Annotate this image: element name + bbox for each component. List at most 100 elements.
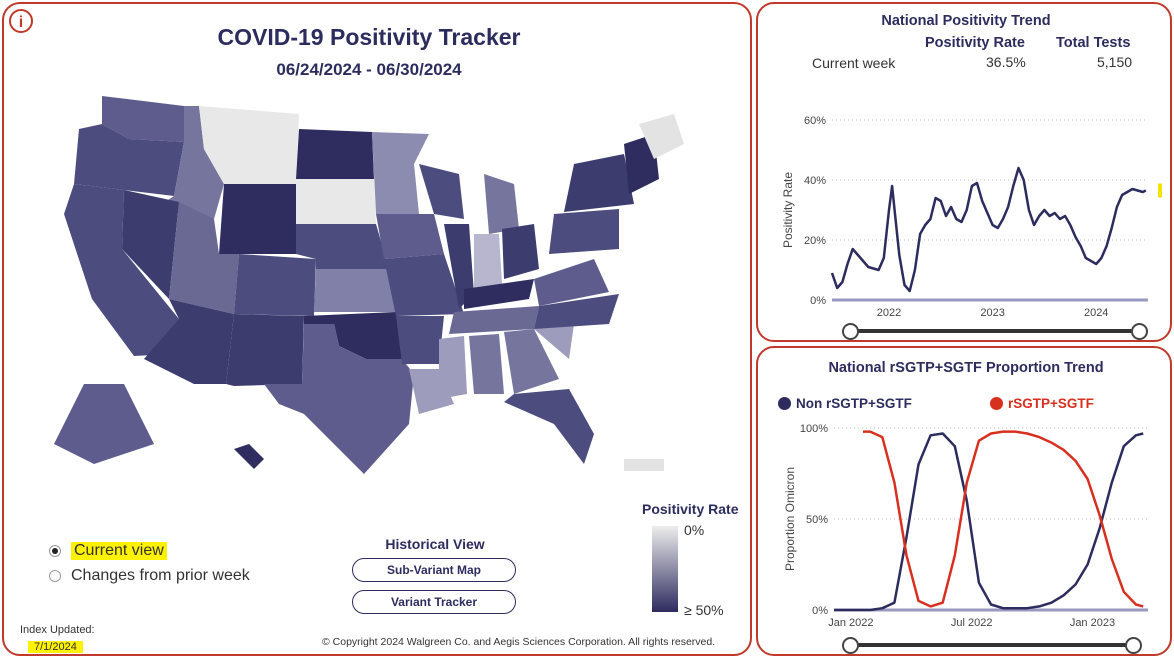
series-line-0: [830, 166, 1147, 293]
sub-variant-map-button[interactable]: Sub-Variant Map: [352, 558, 516, 582]
map-state-north-carolina: [534, 294, 619, 329]
map-state-north-dakota: [296, 129, 374, 179]
map-state-florida: [504, 389, 594, 464]
current-value-marker: [1158, 183, 1162, 198]
y-tick-label: 50%: [806, 514, 828, 526]
y-axis-label: Proportion Omicron: [783, 467, 797, 571]
legend-max-label: ≥ 50%: [684, 602, 724, 618]
y-axis-label: Positivity Rate: [781, 172, 795, 248]
map-state-hawaii: [234, 444, 264, 469]
map-puerto-rico: [624, 459, 664, 471]
legend-sgtf-label: rSGTP+SGTF: [1008, 396, 1094, 411]
x-tick-label: Jan 2023: [1070, 617, 1115, 629]
trend-range-slider-track[interactable]: [848, 329, 1138, 333]
date-range: 06/24/2024 - 06/30/2024: [276, 60, 462, 79]
legend-non-sgtf: Non rSGTP+SGTF: [778, 396, 912, 411]
radio-current-view-indicator[interactable]: [49, 545, 61, 557]
info-icon[interactable]: i: [9, 9, 33, 33]
map-state-kansas: [314, 269, 396, 312]
map-state-south-dakota: [296, 179, 376, 224]
map-state-tennessee: [449, 306, 539, 334]
x-tick-label: 2022: [877, 307, 901, 319]
map-state-oklahoma: [304, 312, 402, 359]
positivity-trend-panel: National Positivity Trend Positivity Rat…: [756, 2, 1172, 342]
map-state-arkansas: [396, 316, 444, 364]
map-state-south-carolina: [534, 324, 574, 359]
positivity-trend-chart[interactable]: 0% 20% 40% 60% 2022 2023 2024 Positivity Rate: [758, 4, 1170, 340]
map-state-kentucky: [464, 279, 534, 309]
trend-range-handle-end[interactable]: [1131, 323, 1148, 340]
map-state-new-york: [564, 154, 634, 212]
y-tick-label: 20%: [804, 235, 826, 247]
map-state-colorado: [234, 254, 316, 316]
historical-view-title: Historical View: [385, 536, 485, 552]
map-state-georgia: [504, 329, 559, 394]
legend-sgtf: rSGTP+SGTF: [990, 396, 1094, 411]
map-state-new-mexico: [226, 314, 304, 386]
legend-sgtf-dot: [990, 397, 1003, 410]
copyright-notice: © Copyright 2024 Walgreen Co. and Aegis …: [322, 636, 716, 648]
map-state-wisconsin: [419, 164, 464, 219]
col-header-total-tests: Total Tests: [1056, 35, 1131, 51]
legend-non-sgtf-label: Non rSGTP+SGTF: [796, 396, 912, 411]
current-week-label: Current week: [812, 55, 896, 71]
x-tick-label: Jul 2022: [951, 617, 993, 629]
x-tick-label: 2023: [980, 307, 1004, 319]
map-state-utah: [169, 202, 239, 314]
y-tick-label: 0%: [812, 605, 828, 617]
map-state-minnesota: [372, 132, 429, 214]
map-state-california: [64, 184, 179, 356]
current-positivity-rate: 36.5%: [986, 54, 1026, 70]
legend-title: Positivity Rate: [642, 501, 739, 517]
map-state-pennsylvania: [549, 209, 619, 254]
page-title: COVID-19 Positivity Tracker: [217, 24, 521, 50]
map-state-montana: [199, 106, 299, 184]
map-state-nebraska: [296, 224, 389, 269]
map-panel: i COVID-19 Positivity Tracker 06/24/2024…: [2, 2, 752, 656]
map-state-texas: [264, 324, 414, 474]
x-tick-label: 2024: [1084, 307, 1108, 319]
sgtf-range-slider-track[interactable]: [848, 643, 1133, 647]
sgtf-title: National rSGTP+SGTF Proportion Trend: [828, 360, 1104, 376]
radio-changes-prior-week-indicator[interactable]: [49, 570, 61, 582]
map-state-oregon: [74, 124, 184, 196]
map-state-virginia: [534, 259, 609, 306]
sgtf-range-handle-end[interactable]: [1125, 637, 1142, 654]
map-state-ohio: [502, 224, 539, 279]
sgtf-trend-chart[interactable]: 0% 50% 100% Jan 2022 Jul 2022 Jan 2023 Proport…: [758, 348, 1170, 654]
map-state-idaho: [154, 106, 224, 219]
sgtf-trend-panel: National rSGTP+SGTF Proportion Trend Non…: [756, 346, 1172, 656]
current-total-tests: 5,150: [1097, 54, 1133, 70]
map-state-maine: [639, 114, 684, 159]
col-header-positivity-rate: Positivity Rate: [925, 35, 1025, 51]
legend-non-sgtf-dot: [778, 397, 791, 410]
map-state-alaska: [54, 384, 154, 464]
map-state-mississippi: [439, 336, 467, 399]
map-state-alabama: [469, 334, 504, 394]
y-tick-label: 40%: [804, 175, 826, 187]
radio-changes-prior-week-label: Changes from prior week: [71, 567, 250, 584]
index-updated-date: 7/1/2024: [28, 641, 83, 653]
map-state-washington: [102, 96, 184, 142]
trend-title: National Positivity Trend: [881, 13, 1051, 29]
sgtf-range-handle-start[interactable]: [842, 637, 859, 654]
index-updated-label: Index Updated:: [20, 624, 95, 636]
series-line-1: [863, 430, 1144, 608]
y-tick-label: 100%: [800, 423, 828, 435]
map-state-michigan: [484, 174, 519, 234]
map-state-indiana: [474, 234, 502, 289]
legend-color-scale: [652, 526, 678, 612]
map-state-arizona: [144, 299, 234, 384]
radio-changes-prior-week[interactable]: Changes from prior week: [49, 567, 250, 585]
map-state-missouri: [384, 254, 464, 316]
map-state-iowa: [376, 214, 444, 259]
y-tick-label: 0%: [810, 295, 826, 307]
map-state-nevada: [122, 190, 179, 299]
radio-current-view[interactable]: Current view: [49, 542, 167, 560]
variant-tracker-button[interactable]: Variant Tracker: [352, 590, 516, 614]
map-state-wyoming: [219, 184, 296, 254]
legend-min-label: 0%: [684, 522, 705, 538]
trend-range-handle-start[interactable]: [842, 323, 859, 340]
map-state-illinois: [444, 224, 474, 309]
us-positivity-map[interactable]: [34, 84, 724, 484]
